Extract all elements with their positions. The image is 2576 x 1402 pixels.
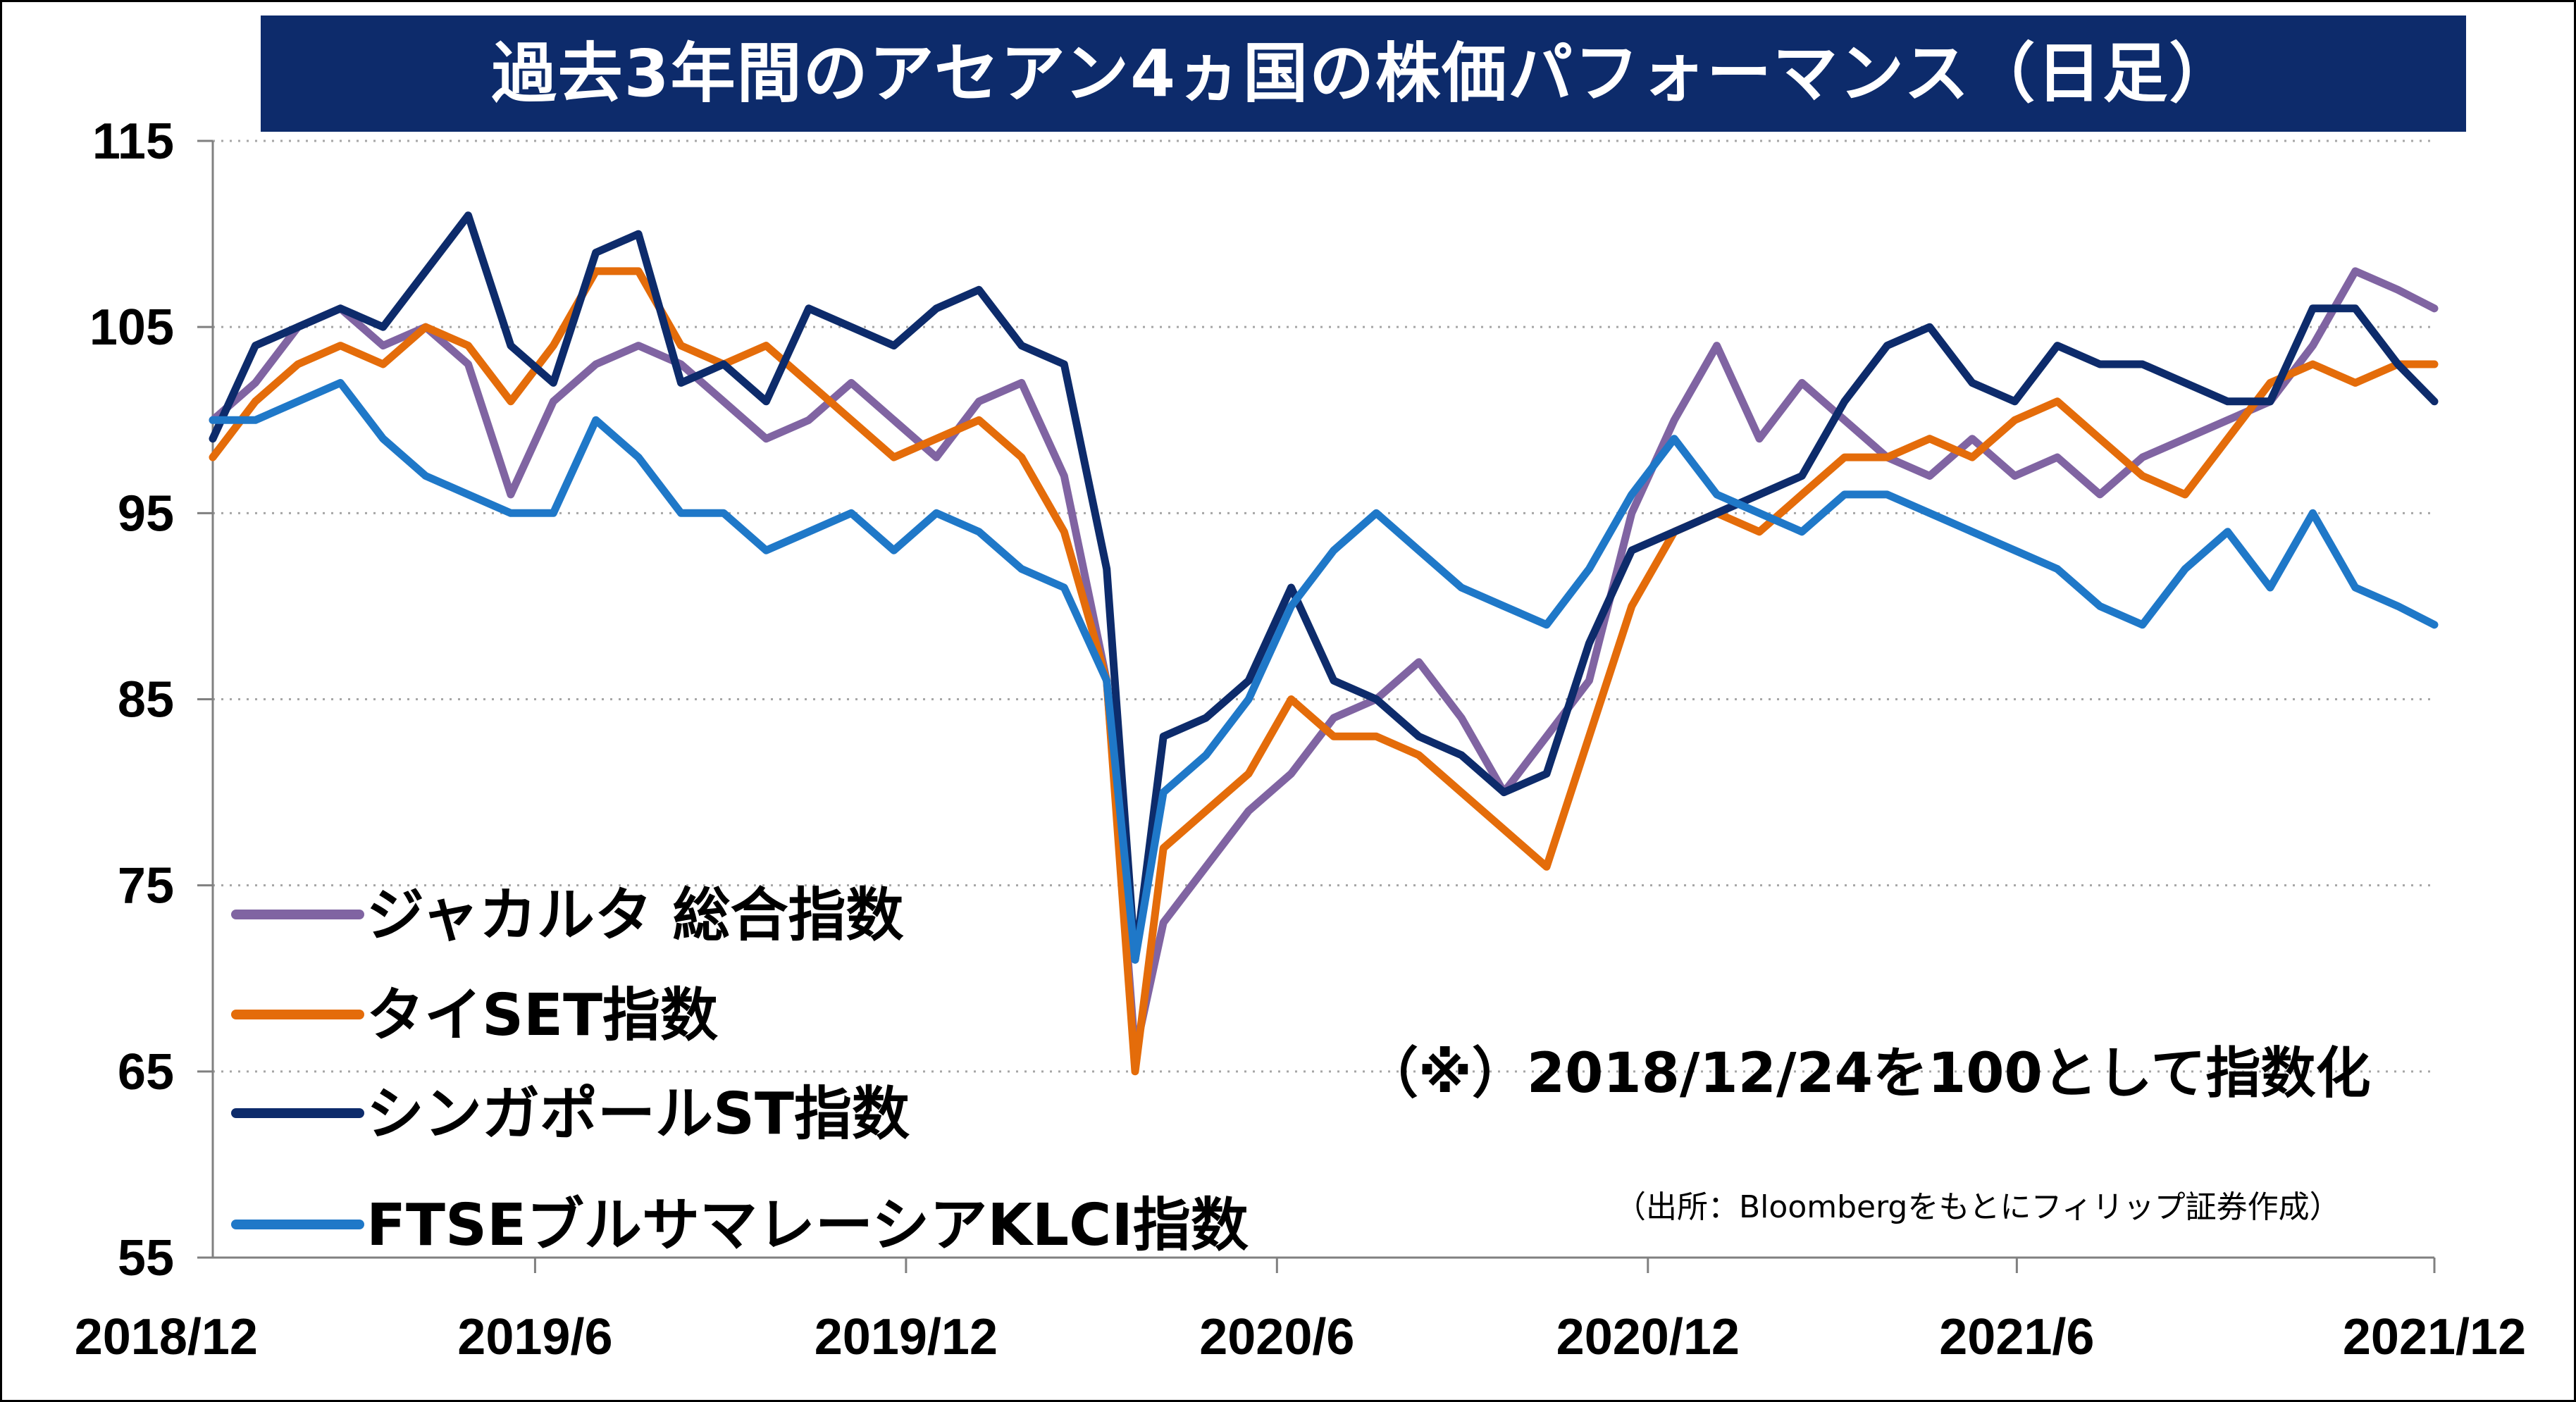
x-axis-ticks: 2018/12 2019/6 2019/12 2020/6 2020/12 2021/6 2…: [75, 1309, 2526, 1365]
y-tick-label: 105: [89, 299, 174, 356]
series-line-3: [209, 211, 2439, 964]
series-line-4: [209, 378, 2439, 964]
x-tick-label: 2020/6: [1199, 1309, 1354, 1365]
y-tick-label: 75: [118, 858, 174, 914]
x-tick-label: 2018/12: [75, 1309, 258, 1365]
series-line-1: [209, 267, 2439, 1057]
x-tick-label: 2021/12: [2343, 1309, 2526, 1365]
y-tick-label: 55: [118, 1230, 174, 1286]
y-tick-label: 95: [118, 485, 174, 542]
axes: [165, 139, 2436, 1273]
y-tick-label: 65: [118, 1044, 174, 1100]
y-axis-ticks: 55 65 75 85 95 105 115: [89, 113, 174, 1286]
x-tick-label: 2021/6: [1939, 1309, 2094, 1365]
series-line-2: [209, 267, 2439, 1076]
legend-label: ジャカルタ 総合指数: [366, 882, 903, 949]
legend-label: シンガポールST指数: [366, 1081, 910, 1148]
legend-label: FTSEブルサマレーシアKLCI指数: [366, 1192, 1249, 1259]
chart-title: 過去3年間のアセアン4ヵ国の株価パフォーマンス（日足）: [261, 15, 2466, 132]
series-lines: [209, 211, 2439, 1076]
x-tick-label: 2020/12: [1556, 1309, 1740, 1365]
legend-label: タイSET指数: [366, 982, 718, 1049]
x-tick-label: 2019/6: [457, 1309, 612, 1365]
x-tick-label: 2019/12: [815, 1309, 998, 1365]
y-tick-label: 115: [92, 113, 174, 170]
index-note: （※）2018/12/24を100として指数化: [1363, 1042, 2370, 1105]
y-tick-label: 85: [118, 672, 174, 728]
source-note: （出所：Bloombergをもとにフィリップ証券作成）: [1615, 1189, 2341, 1225]
